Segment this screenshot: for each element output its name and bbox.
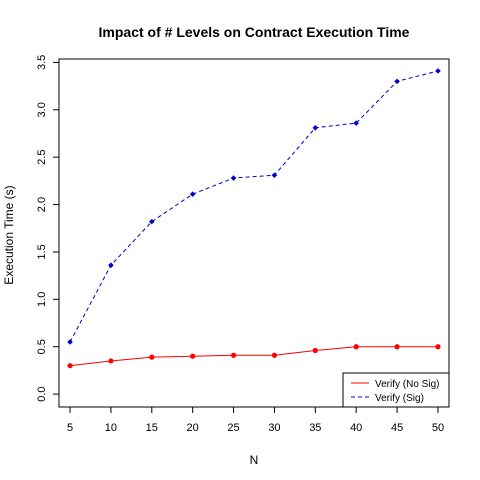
data-point xyxy=(394,344,400,350)
data-point xyxy=(230,352,237,358)
y-tick-label: 1.0 xyxy=(36,292,48,307)
x-tick-label: 15 xyxy=(146,422,158,434)
x-tick-label: 25 xyxy=(227,422,239,434)
y-tick-label: 0.0 xyxy=(36,386,48,401)
x-tick-label: 5 xyxy=(67,422,73,434)
data-point xyxy=(435,344,441,350)
series-line xyxy=(69,346,438,367)
axes: 5 10 15 20 25 30 35 40 45 50 0.0 0.5 1.0 1.5 2.0 2.5 3.0… xyxy=(36,55,444,434)
data-point xyxy=(394,78,400,85)
data-point xyxy=(230,175,237,181)
y-tick-label: 3.5 xyxy=(36,55,48,70)
x-tick-label: 45 xyxy=(391,422,403,434)
data-point xyxy=(190,353,196,359)
y-axis-label: Execution Time (s) xyxy=(2,185,16,284)
data-point xyxy=(312,125,319,131)
data-point xyxy=(148,218,155,225)
data-point xyxy=(435,68,441,74)
series-layer xyxy=(67,68,441,369)
data-point xyxy=(271,172,278,178)
x-axis-label: N xyxy=(250,453,259,467)
y-tick-label: 3.0 xyxy=(36,102,48,117)
data-point xyxy=(312,347,318,354)
x-tick-label: 40 xyxy=(350,422,362,434)
y-tick-label: 2.5 xyxy=(36,150,48,165)
legend-box xyxy=(342,372,450,408)
y-tick-label: 2.0 xyxy=(36,197,48,212)
x-tick-label: 30 xyxy=(268,422,280,434)
data-point xyxy=(67,339,73,345)
y-tick-label: 0.5 xyxy=(36,339,48,354)
x-tick-label: 50 xyxy=(432,422,444,434)
data-point xyxy=(353,120,360,126)
data-point xyxy=(108,358,114,364)
x-tick-label: 35 xyxy=(309,422,321,434)
y-tick-label: 1.5 xyxy=(36,244,48,259)
chart-title: Impact of # Levels on Contract Execution… xyxy=(99,24,410,40)
legend-label: Verify (No Sig) xyxy=(375,379,439,390)
series-0 xyxy=(67,344,441,369)
data-point xyxy=(353,344,359,350)
data-point xyxy=(67,363,73,369)
series-line xyxy=(69,70,439,343)
data-point xyxy=(271,352,278,358)
legend: Verify (No Sig) Verify (Sig) xyxy=(342,372,450,408)
legend-label: Verify (Sig) xyxy=(375,393,424,404)
x-tick-label: 10 xyxy=(105,422,117,434)
data-point xyxy=(149,354,155,360)
data-point xyxy=(189,191,196,197)
x-tick-label: 20 xyxy=(187,422,199,434)
data-point xyxy=(108,262,114,269)
series-1 xyxy=(67,68,441,345)
